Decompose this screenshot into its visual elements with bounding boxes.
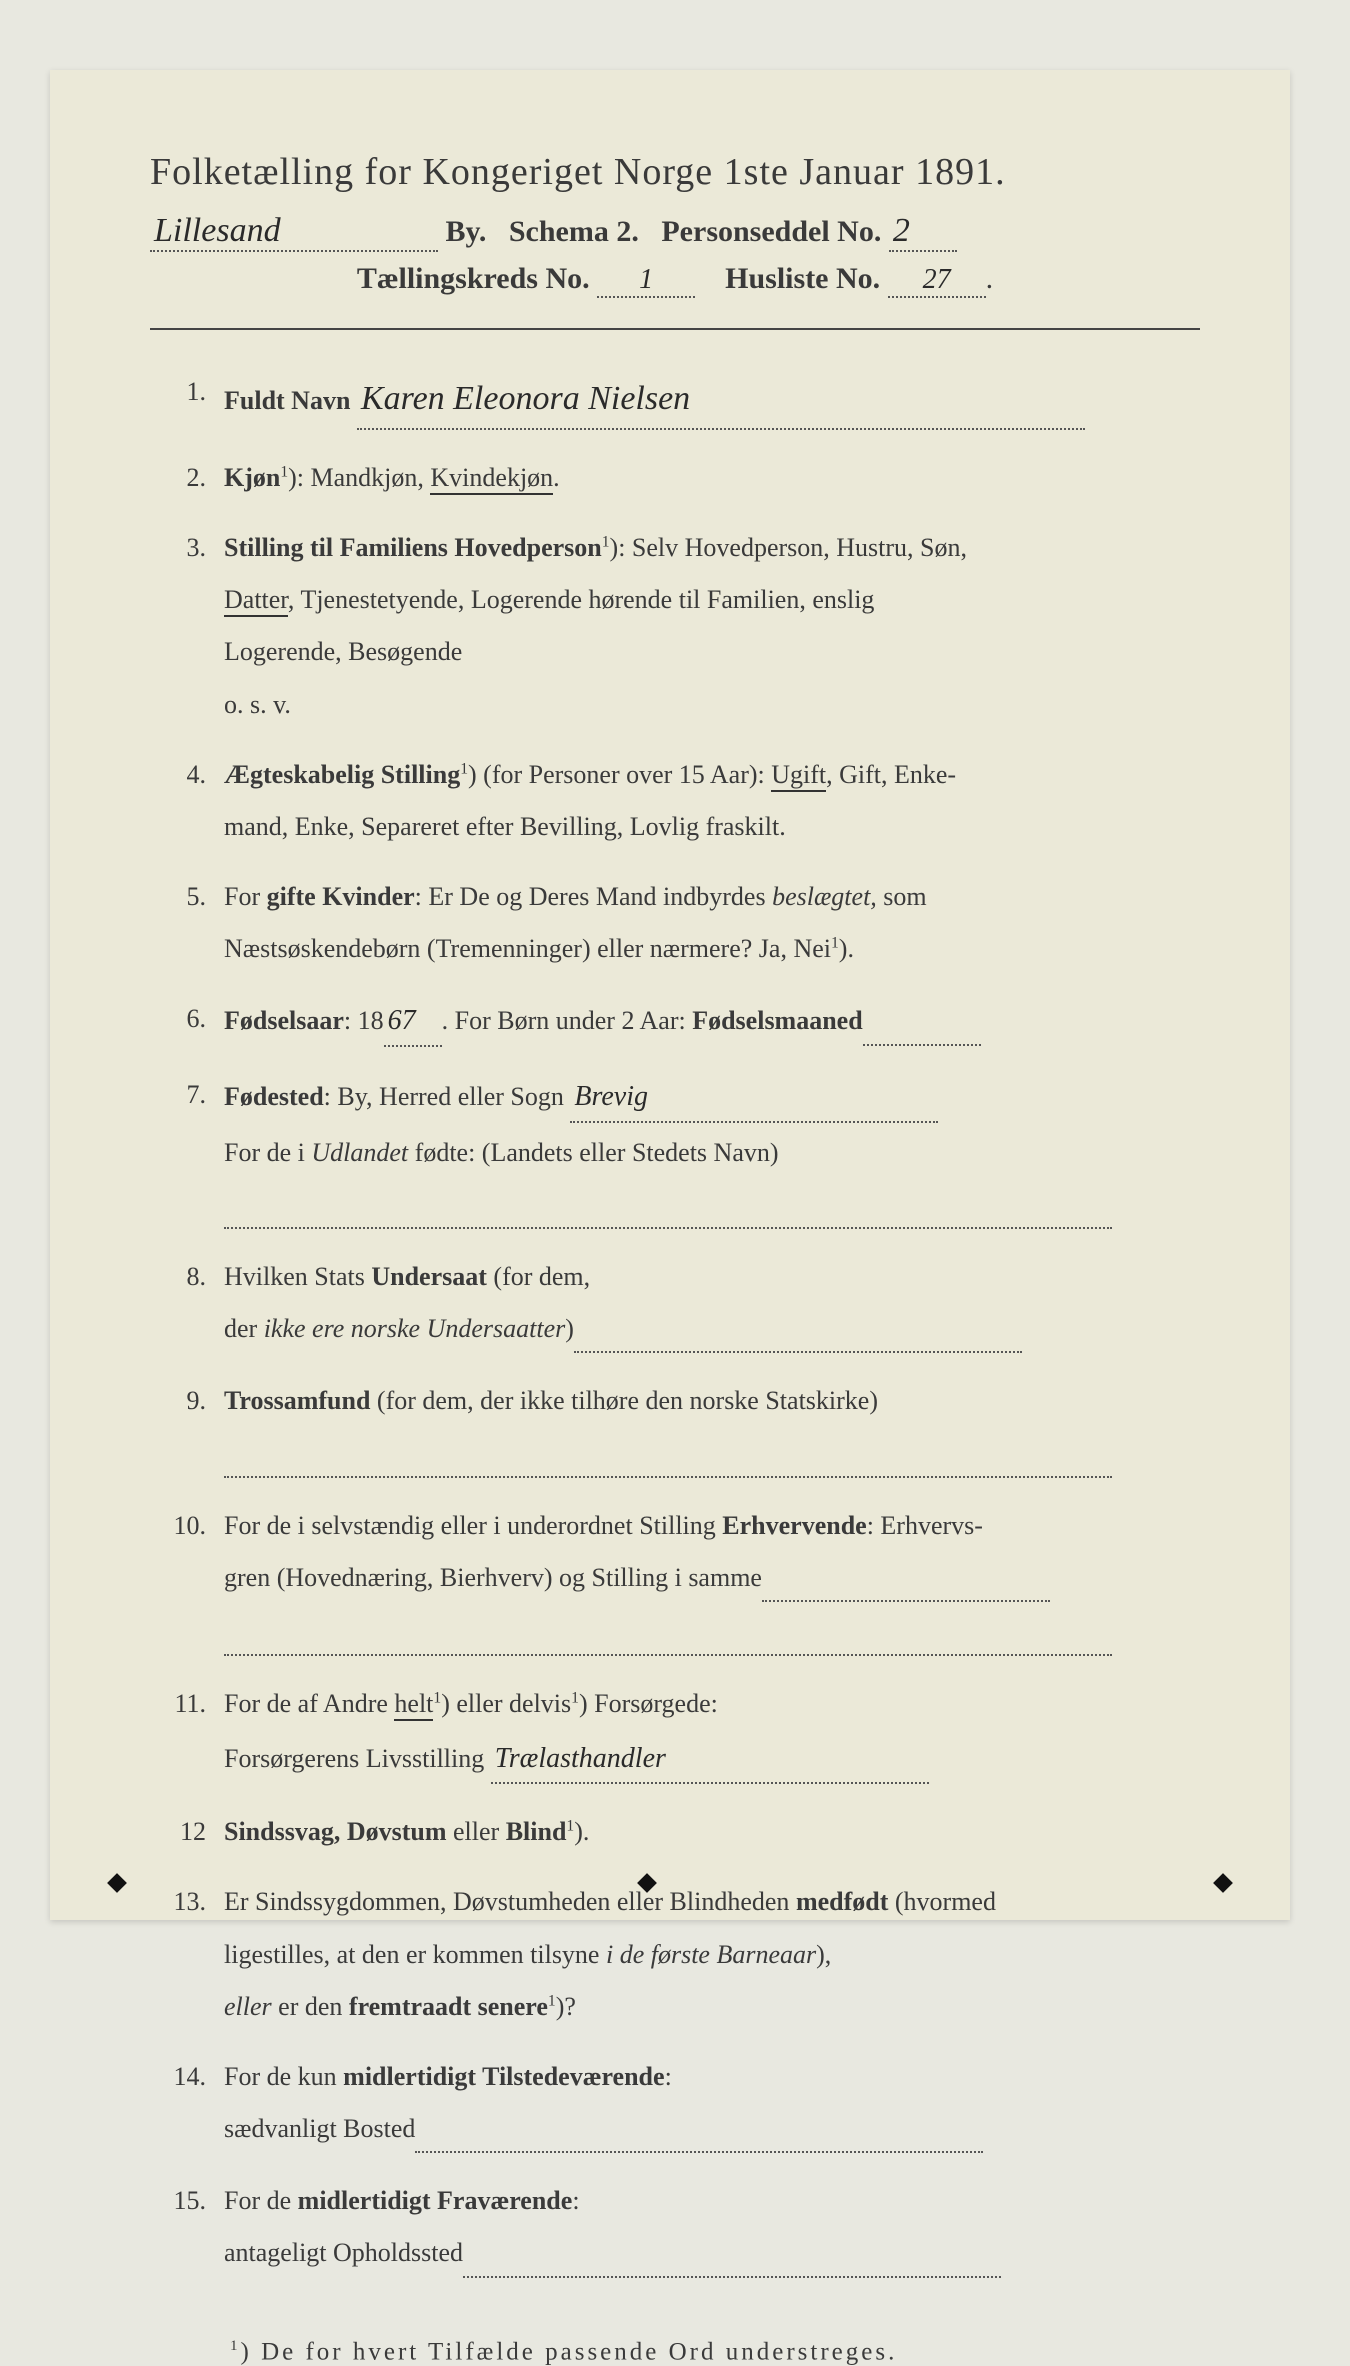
subtitle-line-1: Lillesand By. Schema 2. Personseddel No.… [150,212,1200,252]
label-kjon: Kjøn [224,463,280,492]
pin-icon [107,1873,127,1893]
num-6: 6. [150,997,224,1047]
label-fodselsaar: Fødselsaar [224,1006,344,1035]
num-13: 13. [150,1880,224,2029]
label-fodested: Fødested [224,1082,324,1111]
title-year: 1891 [915,151,995,193]
num-9: 9. [150,1379,224,1477]
taellingskreds-label: Tællingskreds No. [357,262,590,295]
field-6: 6. Fødselsaar: 1867. For Børn under 2 Aa… [150,997,1200,1047]
title-prefix: Folketælling for Kongeriget Norge 1ste J… [150,151,905,193]
num-12: 12 [150,1810,224,1854]
stilling-selected: Datter [224,585,288,617]
label-stilling: Stilling til Familiens Hovedperson [224,533,602,562]
num-1: 1. [150,370,224,430]
value-name: Karen Eleonora Nielsen [357,370,1085,430]
field-3: 3. Stilling til Familiens Hovedperson1):… [150,526,1200,727]
num-11: 11. [150,1682,224,1784]
kjon-selected: Kvindekjøn [430,463,553,495]
taellingskreds-no: 1 [597,264,695,298]
field-8: 8. Hvilken Stats Undersaat (for dem, der… [150,1255,1200,1353]
field-14: 14. For de kun midlertidigt Tilstedevære… [150,2055,1200,2153]
field-1: 1. Fuldt Navn Karen Eleonora Nielsen [150,370,1200,430]
num-2: 2. [150,456,224,500]
by-label: By. [446,215,487,248]
num-5: 5. [150,875,224,971]
field-12: 12 Sindssvag, Døvstum eller Blind1). [150,1810,1200,1854]
pin-icon [1213,1873,1233,1893]
num-8: 8. [150,1255,224,1353]
fodselsaar-value: 67 [384,997,442,1047]
num-15: 15. [150,2179,224,2277]
label-trossamfund: Trossamfund [224,1386,370,1415]
field-15: 15. For de midlertidigt Fraværende: anta… [150,2179,1200,2277]
personseddel-label: Personseddel No. [661,215,881,248]
num-10: 10. [150,1504,224,1657]
form-title: Folketælling for Kongeriget Norge 1ste J… [150,150,1200,194]
num-14: 14. [150,2055,224,2153]
num-4: 4. [150,753,224,849]
divider [150,328,1200,330]
field-13: 13. Er Sindssygdommen, Døvstumheden elle… [150,1880,1200,2029]
num-3: 3. [150,526,224,727]
label-fuldt-navn: Fuldt Navn [224,386,350,415]
aegteskab-selected: Ugift [771,760,826,792]
husliste-label: Husliste No. [725,262,880,295]
census-form-page: Folketælling for Kongeriget Norge 1ste J… [50,70,1290,1920]
schema-label: Schema 2. [509,215,639,248]
fodested-value: Brevig [570,1073,938,1123]
num-7: 7. [150,1073,224,1229]
by-value: Lillesand [150,212,438,252]
field-7: 7. Fødested: By, Herred eller Sogn Brevi… [150,1073,1200,1229]
field-9: 9. Trossamfund (for dem, der ikke tilhør… [150,1379,1200,1477]
subtitle-line-2: Tællingskreds No. 1 Husliste No. 27. [150,262,1200,298]
husliste-no: 27 [888,264,986,298]
field-11: 11. For de af Andre helt1) eller delvis1… [150,1682,1200,1784]
field-5: 5. For gifte Kvinder: Er De og Deres Man… [150,875,1200,971]
field-4: 4. Ægteskabelig Stilling1) (for Personer… [150,753,1200,849]
label-aegteskab: Ægteskabelig Stilling [224,760,460,789]
field-10: 10. For de i selvstændig eller i underor… [150,1504,1200,1657]
forsorger-value: Trælasthandler [491,1735,929,1785]
footnote: 1) De for hvert Tilfælde passende Ord un… [150,2338,1200,2366]
field-2: 2. Kjøn1): Mandkjøn, Kvindekjøn. [150,456,1200,500]
personseddel-no: 2 [889,212,957,252]
